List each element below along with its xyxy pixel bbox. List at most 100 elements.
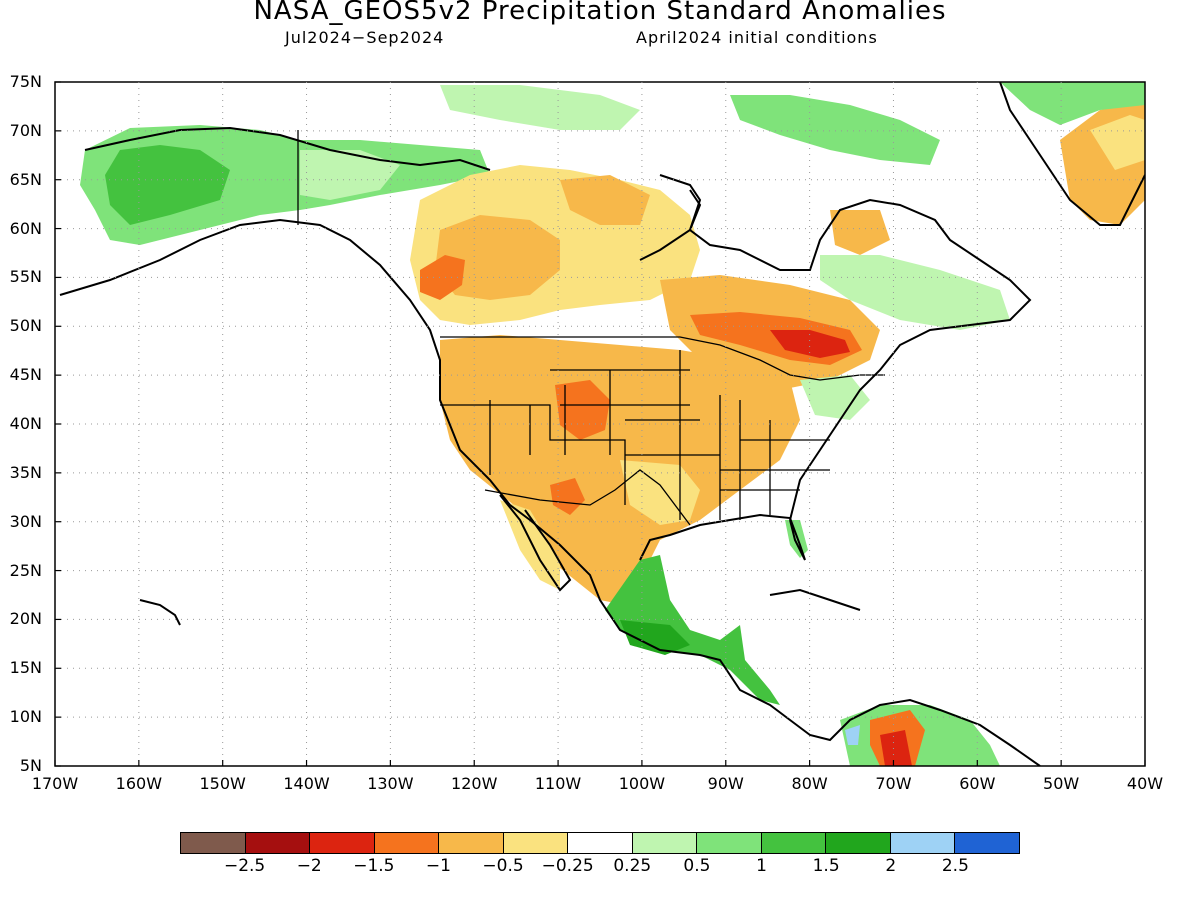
lat-label: 5N	[19, 756, 42, 775]
axis-ticks	[54, 81, 1146, 767]
lon-label: 150W	[199, 774, 246, 793]
dry-strong-wyoming	[555, 380, 610, 440]
legend-label: 1.5	[812, 856, 840, 876]
dry-hudson-west	[560, 175, 650, 225]
lat-label: 30N	[9, 511, 42, 531]
border-us-mexico	[484, 469, 691, 526]
legend-label: −2.5	[223, 856, 266, 876]
lon-label: 50W	[1043, 774, 1080, 793]
wet-central-america	[605, 555, 780, 705]
legend-label: −2	[296, 856, 322, 876]
wet-light-yukon	[300, 150, 400, 200]
lat-label: 10N	[9, 707, 42, 727]
coastline-alaska	[59, 218, 1041, 766]
wet-florida	[785, 520, 808, 558]
wet-blue-colombia	[845, 725, 860, 745]
border-states-1	[440, 404, 626, 505]
legend-swatch	[568, 833, 633, 853]
legend-swatch	[181, 833, 246, 853]
legend-label: −0.5	[482, 856, 524, 876]
coastline-east	[688, 189, 1032, 521]
border-states-5	[720, 439, 830, 491]
lon-label: 140W	[283, 774, 330, 793]
coastlines	[59, 82, 1145, 766]
legend-label: −1.5	[353, 856, 395, 876]
lon-label: 40W	[1126, 774, 1164, 793]
legend-label: 2	[885, 856, 897, 876]
lon-label: 80W	[791, 774, 828, 793]
legend-swatch	[310, 833, 375, 853]
legend-label: −0.25	[541, 856, 594, 876]
lat-label: 55N	[9, 267, 42, 287]
lat-label: 25N	[9, 560, 42, 580]
lon-label: 60W	[959, 774, 996, 793]
lon-label: 160W	[115, 774, 163, 793]
legend-swatch	[826, 833, 891, 853]
lat-label: 60N	[9, 218, 42, 238]
lat-label: 50N	[9, 316, 42, 336]
dry-strong-bc	[420, 255, 465, 300]
coastline-baja	[499, 494, 572, 592]
dry-core-canada	[435, 215, 560, 300]
coastline-alaska-north	[84, 126, 491, 171]
legend-label: 2.5	[941, 856, 969, 876]
dry-mexico	[520, 520, 640, 605]
wet-strong-mexico-south	[620, 620, 690, 655]
legend-label: 0.5	[683, 856, 711, 876]
wet-labrador	[820, 255, 1010, 330]
legend-label: 1	[756, 856, 767, 876]
coastline-hudson	[639, 174, 702, 261]
lat-label: 15N	[9, 658, 42, 678]
legend-swatch	[503, 833, 569, 853]
legend-swatch	[245, 833, 311, 853]
border-states-4	[679, 350, 771, 520]
legend-swatch	[632, 833, 698, 853]
coastline-hawaii	[139, 599, 181, 626]
legend-swatch	[439, 833, 504, 853]
lon-label: 70W	[875, 774, 912, 793]
dry-severe-venezuela	[880, 730, 912, 766]
wet-arctic-islands	[730, 95, 940, 165]
coastline-gulf	[639, 513, 806, 561]
wet-arctic-west	[440, 85, 640, 130]
lat-label: 20N	[9, 609, 42, 629]
lon-label: 130W	[367, 774, 414, 793]
lat-label: 45N	[9, 365, 42, 385]
legend-label: 0.25	[613, 856, 652, 876]
wet-greenland	[1000, 82, 1145, 125]
wet-core-alaska	[105, 145, 230, 225]
legend-label: −1	[425, 856, 451, 876]
legend-swatch	[890, 833, 956, 853]
legend-swatch	[697, 833, 762, 853]
dry-severe-ontario	[770, 330, 850, 358]
initial-conditions: April2024 initial conditions	[636, 28, 878, 47]
wet-light-east	[800, 375, 870, 420]
lat-label: 70N	[9, 120, 42, 140]
legend-swatch	[761, 833, 827, 853]
border-states-2	[489, 370, 611, 475]
dry-light-greenland	[1090, 115, 1145, 170]
lon-label: 100W	[618, 774, 666, 793]
coastline-cuba	[769, 588, 861, 611]
lat-label: 40N	[9, 414, 42, 433]
lon-label: 90W	[707, 774, 744, 793]
lon-label: 170W	[31, 774, 79, 793]
border-states-3	[550, 369, 720, 456]
coastline-greenland	[999, 82, 1145, 226]
forecast-period: Jul2024−Sep2024	[285, 28, 445, 47]
map-title: NASA_GEOS5v2 Precipitation Standard Anom…	[253, 0, 947, 26]
lat-label: 65N	[9, 169, 42, 189]
lon-label: 110W	[534, 774, 582, 793]
legend-swatch	[374, 833, 440, 853]
border-us-canada	[440, 336, 885, 381]
legend-swatch	[955, 833, 1019, 853]
political-borders	[297, 130, 885, 526]
dry-labrador	[830, 210, 890, 255]
lon-label: 120W	[451, 774, 498, 793]
legend-colorbar	[180, 832, 1020, 854]
gridlines	[55, 82, 1145, 766]
lat-label: 75N	[9, 72, 42, 91]
dry-strong-nm	[550, 478, 585, 515]
lat-label: 35N	[9, 462, 42, 482]
